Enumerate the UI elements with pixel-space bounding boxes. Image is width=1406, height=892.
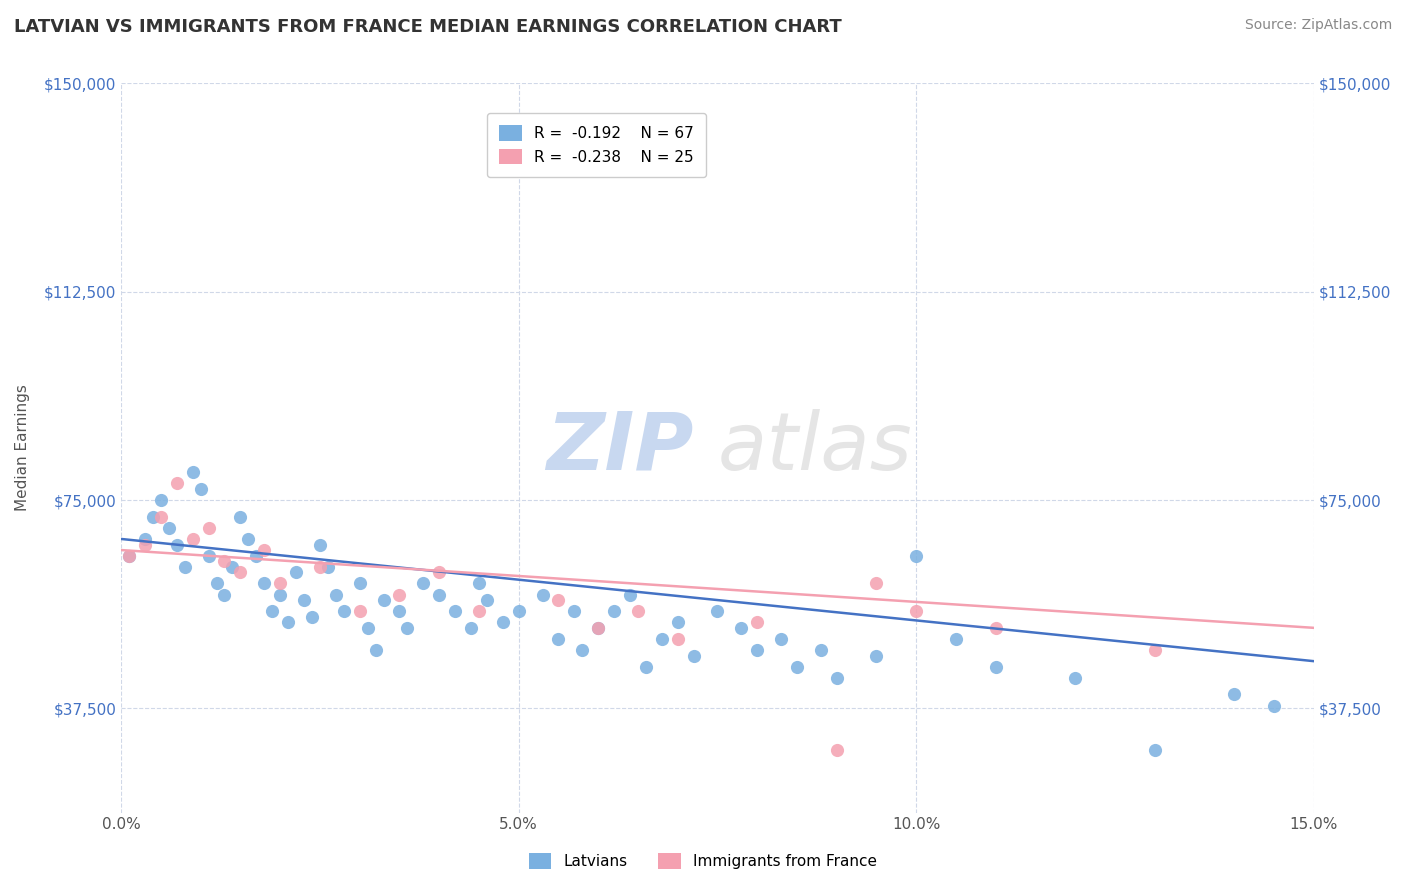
Point bbox=[865, 648, 887, 663]
Point bbox=[149, 493, 172, 508]
Point bbox=[134, 532, 156, 546]
Point bbox=[547, 593, 569, 607]
Point bbox=[292, 593, 315, 607]
Point bbox=[262, 604, 284, 618]
Point bbox=[747, 615, 769, 630]
Point bbox=[396, 621, 419, 635]
Legend: R =  -0.192    N = 67, R =  -0.238    N = 25: R = -0.192 N = 67, R = -0.238 N = 25 bbox=[486, 113, 706, 177]
Point bbox=[984, 621, 1007, 635]
Point bbox=[1223, 688, 1246, 702]
Point bbox=[309, 537, 332, 551]
Point bbox=[349, 604, 371, 618]
Point bbox=[356, 621, 378, 635]
Point bbox=[945, 632, 967, 646]
Point bbox=[229, 566, 252, 580]
Point bbox=[905, 549, 928, 563]
Point bbox=[157, 521, 180, 535]
Point bbox=[984, 659, 1007, 673]
Point bbox=[388, 587, 411, 601]
Legend: Latvians, Immigrants from France: Latvians, Immigrants from France bbox=[523, 847, 883, 875]
Point bbox=[118, 549, 141, 563]
Point bbox=[651, 632, 673, 646]
Point bbox=[460, 621, 482, 635]
Point bbox=[682, 648, 704, 663]
Point bbox=[134, 537, 156, 551]
Point bbox=[142, 509, 165, 524]
Point bbox=[666, 632, 689, 646]
Point bbox=[245, 549, 267, 563]
Point bbox=[825, 743, 848, 757]
Text: ZIP: ZIP bbox=[546, 409, 693, 487]
Point bbox=[825, 671, 848, 685]
Point bbox=[190, 482, 212, 496]
Point bbox=[571, 643, 593, 657]
Point bbox=[285, 566, 308, 580]
Point bbox=[1143, 643, 1166, 657]
Text: Source: ZipAtlas.com: Source: ZipAtlas.com bbox=[1244, 18, 1392, 32]
Point bbox=[325, 587, 347, 601]
Point bbox=[427, 587, 450, 601]
Point bbox=[118, 549, 141, 563]
Y-axis label: Median Earnings: Median Earnings bbox=[15, 384, 30, 511]
Point bbox=[770, 632, 793, 646]
Point bbox=[173, 559, 195, 574]
Point bbox=[627, 604, 650, 618]
Point bbox=[166, 476, 188, 491]
Point bbox=[905, 604, 928, 618]
Text: atlas: atlas bbox=[717, 409, 912, 487]
Point bbox=[444, 604, 467, 618]
Point bbox=[238, 532, 260, 546]
Point bbox=[181, 465, 204, 479]
Point bbox=[619, 587, 641, 601]
Point bbox=[149, 509, 172, 524]
Point bbox=[205, 576, 228, 591]
Point bbox=[468, 576, 491, 591]
Point bbox=[316, 559, 339, 574]
Point bbox=[332, 604, 354, 618]
Point bbox=[214, 587, 236, 601]
Point bbox=[301, 609, 323, 624]
Point bbox=[865, 576, 887, 591]
Point bbox=[706, 604, 728, 618]
Point bbox=[531, 587, 554, 601]
Point bbox=[747, 643, 769, 657]
Point bbox=[586, 621, 609, 635]
Point bbox=[197, 521, 219, 535]
Point bbox=[1263, 698, 1285, 713]
Point bbox=[547, 632, 569, 646]
Point bbox=[229, 509, 252, 524]
Point bbox=[603, 604, 626, 618]
Point bbox=[253, 576, 276, 591]
Point bbox=[277, 615, 299, 630]
Point bbox=[349, 576, 371, 591]
Point bbox=[508, 604, 530, 618]
Point bbox=[269, 576, 291, 591]
Point bbox=[221, 559, 243, 574]
Point bbox=[364, 643, 387, 657]
Point bbox=[475, 593, 498, 607]
Point bbox=[634, 659, 657, 673]
Point bbox=[388, 604, 411, 618]
Point bbox=[427, 566, 450, 580]
Point bbox=[562, 604, 585, 618]
Point bbox=[468, 604, 491, 618]
Point bbox=[1064, 671, 1087, 685]
Text: LATVIAN VS IMMIGRANTS FROM FRANCE MEDIAN EARNINGS CORRELATION CHART: LATVIAN VS IMMIGRANTS FROM FRANCE MEDIAN… bbox=[14, 18, 842, 36]
Point bbox=[373, 593, 395, 607]
Point bbox=[166, 537, 188, 551]
Point bbox=[730, 621, 752, 635]
Point bbox=[666, 615, 689, 630]
Point bbox=[810, 643, 832, 657]
Point bbox=[1143, 743, 1166, 757]
Point bbox=[309, 559, 332, 574]
Point bbox=[197, 549, 219, 563]
Point bbox=[586, 621, 609, 635]
Point bbox=[492, 615, 515, 630]
Point bbox=[214, 554, 236, 568]
Point bbox=[786, 659, 808, 673]
Point bbox=[269, 587, 291, 601]
Point bbox=[181, 532, 204, 546]
Point bbox=[253, 543, 276, 558]
Point bbox=[412, 576, 434, 591]
